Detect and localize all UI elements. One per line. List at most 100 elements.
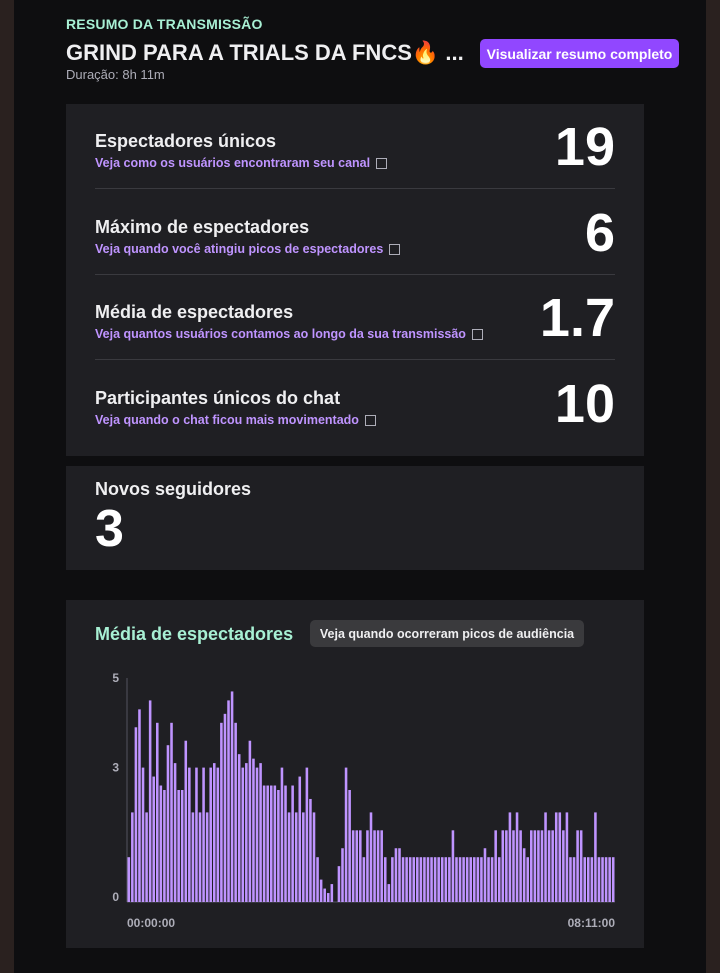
viewer-bar[interactable] [326,893,330,902]
viewer-bar[interactable] [458,857,462,902]
external-link-icon[interactable] [389,243,401,255]
viewer-bar[interactable] [188,767,191,902]
viewer-bar[interactable] [537,830,540,902]
viewer-bar[interactable] [398,848,401,902]
viewer-bar[interactable] [601,857,604,902]
viewer-bar[interactable] [241,767,245,902]
viewer-bar[interactable] [480,857,483,902]
viewer-bar[interactable] [380,830,383,902]
viewer-bar[interactable] [387,884,391,902]
viewer-bar[interactable] [455,857,458,902]
viewer-bar[interactable] [344,767,348,902]
viewer-bar[interactable] [287,812,291,902]
viewer-bar[interactable] [423,857,426,902]
viewer-bar[interactable] [237,754,241,902]
viewer-bar[interactable] [138,709,141,902]
viewer-bar[interactable] [547,830,551,902]
viewer-bar[interactable] [530,830,533,902]
viewer-bar[interactable] [316,857,319,902]
viewer-bar[interactable] [127,857,131,902]
viewer-bar[interactable] [195,767,198,902]
viewer-bar[interactable] [383,857,387,902]
viewer-bar[interactable] [451,830,455,902]
viewer-bar[interactable] [227,700,230,902]
viewer-bar[interactable] [412,857,416,902]
viewer-bar[interactable] [180,790,184,902]
viewer-bar[interactable] [533,830,537,902]
viewer-bar[interactable] [223,713,227,902]
viewer-bar[interactable] [597,857,601,902]
viewer-bar[interactable] [426,857,430,902]
viewer-bar[interactable] [476,857,480,902]
viewer-bar[interactable] [594,812,597,902]
viewer-bar[interactable] [562,830,565,902]
viewer-bar[interactable] [462,857,465,902]
viewer-bar[interactable] [391,857,394,902]
viewer-bar[interactable] [234,722,237,902]
viewer-bar[interactable] [416,857,419,902]
viewer-bar[interactable] [220,722,223,902]
viewer-bar[interactable] [291,785,294,902]
external-link-icon[interactable] [364,414,376,426]
viewer-bar[interactable] [245,763,248,902]
viewer-bar[interactable] [163,790,166,902]
viewer-bar[interactable] [166,745,170,902]
viewer-bar[interactable] [351,830,355,902]
viewer-bar[interactable] [252,758,255,902]
viewer-bar[interactable] [355,830,359,902]
viewer-bar[interactable] [515,812,519,902]
viewer-bar[interactable] [273,785,277,902]
viewer-bar[interactable] [604,857,608,902]
stat-link-text[interactable]: Veja quando o chat ficou mais movimentad… [95,413,359,427]
viewer-bar[interactable] [408,857,412,902]
viewer-bar[interactable] [277,790,280,902]
stat-link[interactable]: Veja quantos usuários contamos ao longo … [95,327,483,341]
viewer-bar[interactable] [255,767,259,902]
viewer-bar[interactable] [198,812,202,902]
viewer-bar[interactable] [494,830,497,902]
viewer-bar[interactable] [526,857,530,902]
viewer-bar[interactable] [209,767,212,902]
viewer-bar[interactable] [159,785,163,902]
external-link-icon[interactable] [471,328,483,340]
viewer-bar[interactable] [177,790,180,902]
viewer-bar[interactable] [298,776,302,902]
viewer-bar[interactable] [465,857,469,902]
viewer-bar[interactable] [337,866,341,902]
viewer-bar[interactable] [569,857,572,902]
viewer-bar[interactable] [184,740,188,902]
viewer-bar[interactable] [508,812,512,902]
stat-link-text[interactable]: Veja como os usuários encontraram seu ca… [95,156,371,170]
viewer-bar[interactable] [497,857,501,902]
viewer-bar[interactable] [305,767,309,902]
viewer-bar[interactable] [558,812,562,902]
viewer-bar[interactable] [341,848,344,902]
viewer-bar[interactable] [266,785,269,902]
viewer-bar[interactable] [216,767,220,902]
viewer-bar[interactable] [145,812,148,902]
viewer-bar[interactable] [433,857,437,902]
view-full-summary-button[interactable]: Visualizar resumo completo [480,39,679,68]
viewer-bar[interactable] [134,727,138,902]
viewer-bar[interactable] [611,857,615,902]
viewer-bar[interactable] [269,785,273,902]
viewer-bar[interactable] [522,848,526,902]
viewer-bar[interactable] [501,830,505,902]
viewer-bar[interactable] [323,888,326,902]
external-link-icon[interactable] [376,157,388,169]
viewer-bar[interactable] [230,691,234,902]
stat-link-text[interactable]: Veja quando você atingiu picos de espect… [95,242,384,256]
viewer-bar[interactable] [587,857,590,902]
stat-link[interactable]: Veja como os usuários encontraram seu ca… [95,156,388,170]
viewer-bar[interactable] [359,830,362,902]
viewer-bar[interactable] [330,884,334,902]
viewer-bar[interactable] [572,857,576,902]
viewer-bar[interactable] [576,830,579,902]
viewer-bar[interactable] [212,763,216,902]
viewer-bar[interactable] [505,830,508,902]
viewer-bar[interactable] [519,830,522,902]
viewer-bar[interactable] [394,848,398,902]
viewer-bar[interactable] [312,812,316,902]
viewer-bar[interactable] [376,830,380,902]
viewer-bar[interactable] [259,763,262,902]
